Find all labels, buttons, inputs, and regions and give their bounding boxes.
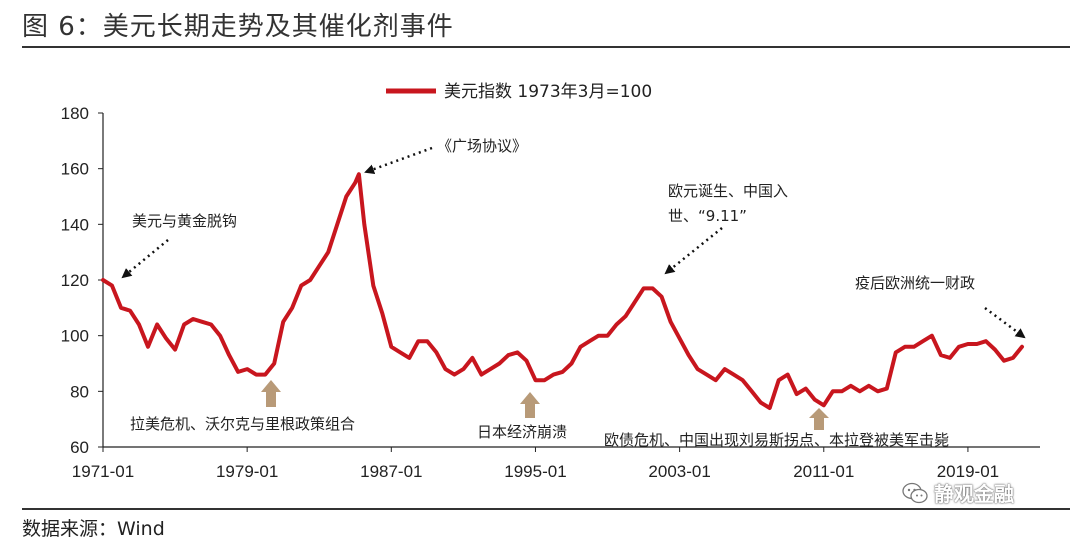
figure-title: 图 6：美元长期走势及其催化剂事件 bbox=[22, 12, 454, 42]
source-note: 数据来源：Wind bbox=[22, 518, 165, 540]
arrow-fiscal bbox=[984, 306, 1026, 339]
x-tick-label: 2011-01 bbox=[793, 462, 854, 481]
event-up-arrows bbox=[261, 380, 829, 430]
y-tick-label: 160 bbox=[61, 160, 89, 179]
series-line-usd-index bbox=[101, 172, 1024, 410]
annotation-euro-debt-crisis: 欧债危机、中国出现刘易斯拐点、本拉登被美军击毙 bbox=[604, 431, 949, 449]
y-tick-label: 180 bbox=[61, 104, 89, 123]
x-tick-label: 1971-01 bbox=[72, 462, 134, 481]
x-tick-label: 2019-01 bbox=[937, 462, 999, 481]
annotation-japan-collapse: 日本经济崩溃 bbox=[477, 423, 567, 441]
x-tick-label: 1979-01 bbox=[216, 462, 278, 481]
watermark: 静观金融 bbox=[902, 478, 1014, 507]
annotation-arrows bbox=[121, 146, 1026, 339]
y-tick-label: 120 bbox=[61, 271, 89, 290]
y-axis: 60 80 100 120 140 160 180 bbox=[61, 104, 103, 457]
annotation-gold-decoupling: 美元与黄金脱钩 bbox=[132, 212, 237, 230]
y-tick-label: 140 bbox=[61, 215, 89, 234]
chart: 美元指数 1973年3月=100 60 80 100 120 140 160 180 197… bbox=[61, 82, 1040, 481]
y-tick-label: 60 bbox=[70, 438, 89, 457]
annotation-plaza-accord: 《广场协议》 bbox=[437, 137, 527, 155]
arrow-decoupling bbox=[121, 239, 169, 279]
watermark-text: 静观金融 bbox=[934, 482, 1014, 506]
x-tick-label: 2003-01 bbox=[648, 462, 710, 481]
title-rule bbox=[22, 46, 1070, 48]
annotation-euro-birth-line2: 世、“9.11” bbox=[668, 207, 747, 225]
x-tick-label: 1995-01 bbox=[504, 462, 566, 481]
arrow-euro bbox=[664, 227, 723, 275]
y-tick-label: 100 bbox=[61, 327, 89, 346]
source-rule bbox=[22, 508, 1070, 510]
y-tick-label: 80 bbox=[70, 382, 89, 401]
up-arrow-euro-debt bbox=[809, 408, 829, 430]
legend-label: 美元指数 1973年3月=100 bbox=[444, 82, 652, 102]
arrow-plaza bbox=[364, 146, 433, 174]
legend: 美元指数 1973年3月=100 bbox=[386, 82, 652, 102]
up-arrow-japan bbox=[520, 392, 540, 418]
x-axis: 1971-01 1979-01 1987-01 1995-01 2003-01 2011-… bbox=[72, 447, 999, 481]
annotation-euro-birth-line1: 欧元诞生、中国入 bbox=[668, 182, 788, 200]
up-arrow-latam bbox=[261, 380, 281, 407]
annotation-latam-volcker-reagan: 拉美危机、沃尔克与里根政策组合 bbox=[130, 415, 355, 433]
annotation-eu-fiscal-union: 疫后欧洲统一财政 bbox=[855, 274, 975, 292]
annotations: 美元与黄金脱钩 《广场协议》 欧元诞生、中国入 世、“9.11” 疫后欧洲统一财… bbox=[130, 137, 975, 449]
wechat-icon bbox=[902, 482, 928, 503]
x-tick-label: 1987-01 bbox=[360, 462, 422, 481]
